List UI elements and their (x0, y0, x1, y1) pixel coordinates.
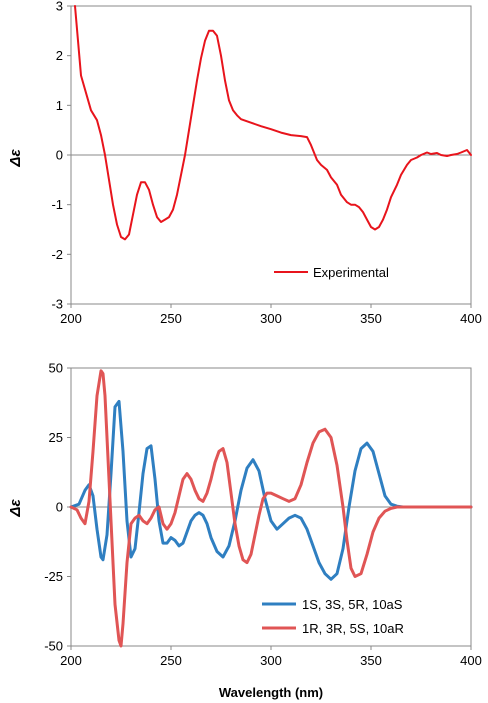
bottom-x-tick-labels: 200 250 300 350 400 (60, 646, 482, 668)
top-x-tick-label: 200 (60, 311, 82, 326)
top-y-tick-label: 2 (56, 48, 63, 63)
bot-x-tick-label: 300 (260, 653, 282, 668)
experimental-cd-chart: -3 -2 -1 0 1 2 3 200 250 300 350 400 Δε Experiment… (7, 0, 482, 326)
top-y-tick-label: -1 (51, 197, 63, 212)
top-y-tick-label: 1 (56, 98, 63, 113)
bot-x-tick-label: 200 (60, 653, 82, 668)
top-x-tick-labels: 200 250 300 350 400 (60, 304, 482, 326)
bot-y-tick-label: 25 (49, 430, 63, 445)
calculated-ecd-chart: -50 -25 0 25 50 200 250 300 350 400 Δε Wavelengt… (7, 361, 482, 701)
bottom-series-group (69, 369, 473, 648)
top-series-line-0 (74, 5, 472, 241)
top-x-tick-label: 350 (360, 311, 382, 326)
top-y-axis-label: Δε (7, 149, 24, 168)
bot-series-line-0 (69, 399, 473, 581)
top-series-group (74, 5, 472, 241)
top-x-tick-label: 300 (260, 311, 282, 326)
top-y-tick-label: -3 (51, 297, 63, 312)
bot-series-line-1 (69, 369, 473, 648)
bot-y-tick-label: -50 (44, 639, 63, 654)
top-x-tick-label: 400 (460, 311, 482, 326)
bot-y-tick-label: 50 (49, 361, 63, 376)
top-legend: Experimental (274, 265, 389, 280)
bot-x-tick-label: 350 (360, 653, 382, 668)
legend-label-1s3s5r10as: 1S, 3S, 5R, 10aS (302, 597, 403, 612)
bot-x-tick-label: 400 (460, 653, 482, 668)
top-x-tick-label: 250 (160, 311, 182, 326)
bot-y-tick-label: 0 (56, 500, 63, 515)
top-y-tick-labels: -3 -2 -1 0 1 2 3 (51, 0, 71, 312)
bottom-x-axis-label: Wavelength (nm) (219, 685, 323, 700)
bot-y-tick-label: -25 (44, 569, 63, 584)
top-y-tick-label: -2 (51, 247, 63, 262)
bottom-y-tick-labels: -50 -25 0 25 50 (44, 361, 71, 654)
top-y-tick-label: 0 (56, 148, 63, 163)
bottom-legend: 1S, 3S, 5R, 10aS 1R, 3R, 5S, 10aR (262, 597, 404, 636)
top-y-tick-label: 3 (56, 0, 63, 14)
legend-label-experimental: Experimental (313, 265, 389, 280)
legend-label-1r3r5s10ar: 1R, 3R, 5S, 10aR (302, 621, 404, 636)
bottom-y-axis-label: Δε (7, 499, 24, 518)
bot-x-tick-label: 250 (160, 653, 182, 668)
